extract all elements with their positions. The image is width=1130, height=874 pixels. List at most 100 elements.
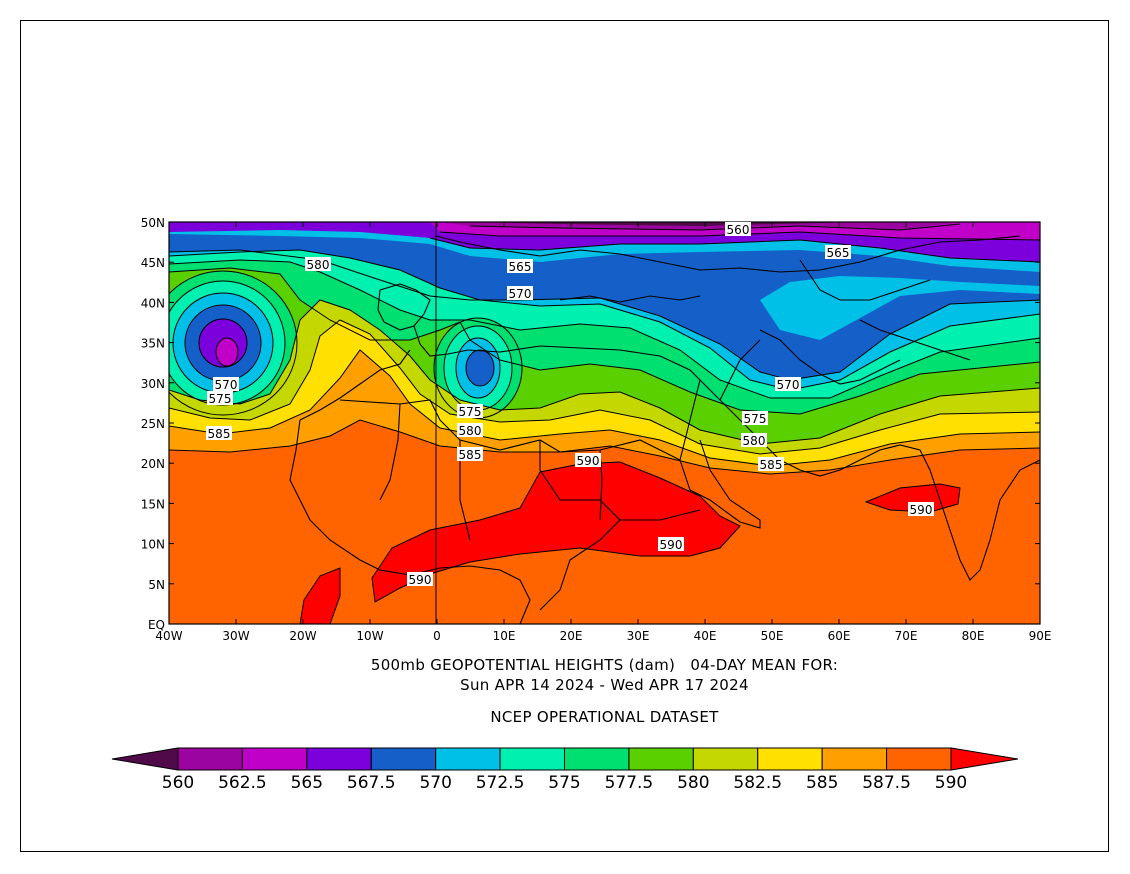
colorbar-segment [821,747,888,771]
contour-label: 570 [507,286,533,301]
contour-label: 575 [207,391,233,406]
lat-label: 25N [141,417,165,431]
lon-label: 30E [627,629,650,643]
colorbar-label: 582.5 [733,773,782,793]
contour-label: 585 [206,426,232,441]
colorbar-label: 572.5 [476,773,525,793]
svg-text:570: 570 [215,378,238,392]
colorbar-segment [564,747,630,771]
lat-label: 35N [141,337,165,351]
lon-label: 20W [289,629,316,643]
lon-label: 20E [560,629,583,643]
colorbar-segment [370,747,437,771]
colorbar-label: 562.5 [218,773,267,793]
svg-text:580: 580 [307,258,330,272]
lat-label: 20N [141,457,165,471]
colorbar: 560 562.5 565 567.5 570 572.5 575 577.5 580 582.5… [111,747,1019,793]
figure-frame [20,20,1109,852]
caption-dataset: NCEP OPERATIONAL DATASET [490,708,719,726]
caption-dates: Sun APR 14 2024 - Wed APR 17 2024 [460,676,749,694]
svg-text:585: 585 [208,427,231,441]
svg-text:590: 590 [910,503,933,517]
svg-text:575: 575 [209,392,232,406]
colorbar-segment [692,747,759,771]
lon-label: 50E [761,629,784,643]
svg-text:575: 575 [744,412,767,426]
svg-text:565: 565 [509,260,532,274]
svg-text:570: 570 [509,287,532,301]
lat-label: 50N [141,216,165,230]
lat-label: 30N [141,377,165,391]
lat-label: 40N [141,296,165,310]
svg-text:580: 580 [743,434,766,448]
colorbar-label: 590 [935,773,967,793]
svg-text:580: 580 [459,424,482,438]
colorbar-arrow-high [950,747,1019,771]
contour-label: 585 [758,457,784,472]
colorbar-arrow-low [111,747,179,771]
colorbar-label: 577.5 [605,773,654,793]
colorbar-segment [757,747,823,771]
colorbar-label: 560 [162,773,194,793]
colorbar-segment [306,747,372,771]
svg-text:590: 590 [660,538,683,552]
coastlines [289,235,1040,624]
svg-text:590: 590 [577,454,600,468]
caption-title: 500mb GEOPOTENTIAL HEIGHTS (dam) 04-DAY … [370,656,839,674]
contour-label: 580 [457,423,483,438]
colorbar-label: 585 [806,773,838,793]
lon-label: 0 [433,629,441,643]
colorbar-label: 567.5 [347,773,396,793]
colorbar-label: 587.5 [862,773,911,793]
lon-label: 40E [694,629,717,643]
svg-text:565: 565 [827,246,850,260]
colorbar-segment [435,747,501,771]
lon-label: 90E [1029,629,1052,643]
contour-label: 575 [742,411,768,426]
contour-label: 570 [213,377,239,392]
svg-text:560: 560 [727,223,750,237]
svg-text:590: 590 [409,573,432,587]
contour-label: 590 [407,572,433,587]
lat-label: 10N [141,538,165,552]
contour-label: 570 [775,377,801,392]
colorbar-segment [241,747,308,771]
colorbar-label: 575 [548,773,580,793]
lat-label: 45N [141,256,165,270]
contour-label: 585 [457,447,483,462]
contour-label: 580 [741,433,767,448]
colorbar-segment [499,747,566,771]
colorbar-segment [886,747,952,771]
contour-label: 590 [908,502,934,517]
colorbar-segment [628,747,694,771]
lon-label: 60E [828,629,851,643]
contour-label: 575 [457,404,483,419]
contour-label: 590 [575,453,601,468]
svg-text:585: 585 [760,458,783,472]
svg-text:575: 575 [459,405,482,419]
contour-label: 565 [507,259,533,274]
lon-label: 10E [493,629,516,643]
colorbar-label: 580 [677,773,709,793]
lon-label: 10W [356,629,383,643]
lon-label: 70E [895,629,918,643]
lat-label: 5N [148,578,165,592]
lon-label: 80E [962,629,985,643]
contour-label: 580 [305,257,331,272]
colorbar-label: 565 [291,773,323,793]
svg-text:570: 570 [777,378,800,392]
lat-label: EQ [148,618,165,632]
colorbar-segment [177,747,243,771]
lat-label: 15N [141,497,165,511]
height-field [169,222,1040,624]
contour-label: 590 [658,537,684,552]
contour-label: 560 [725,222,751,237]
svg-text:585: 585 [459,448,482,462]
colorbar-label: 570 [419,773,451,793]
lon-label: 40W [155,629,182,643]
lon-label: 30W [222,629,249,643]
contour-label: 565 [825,245,851,260]
